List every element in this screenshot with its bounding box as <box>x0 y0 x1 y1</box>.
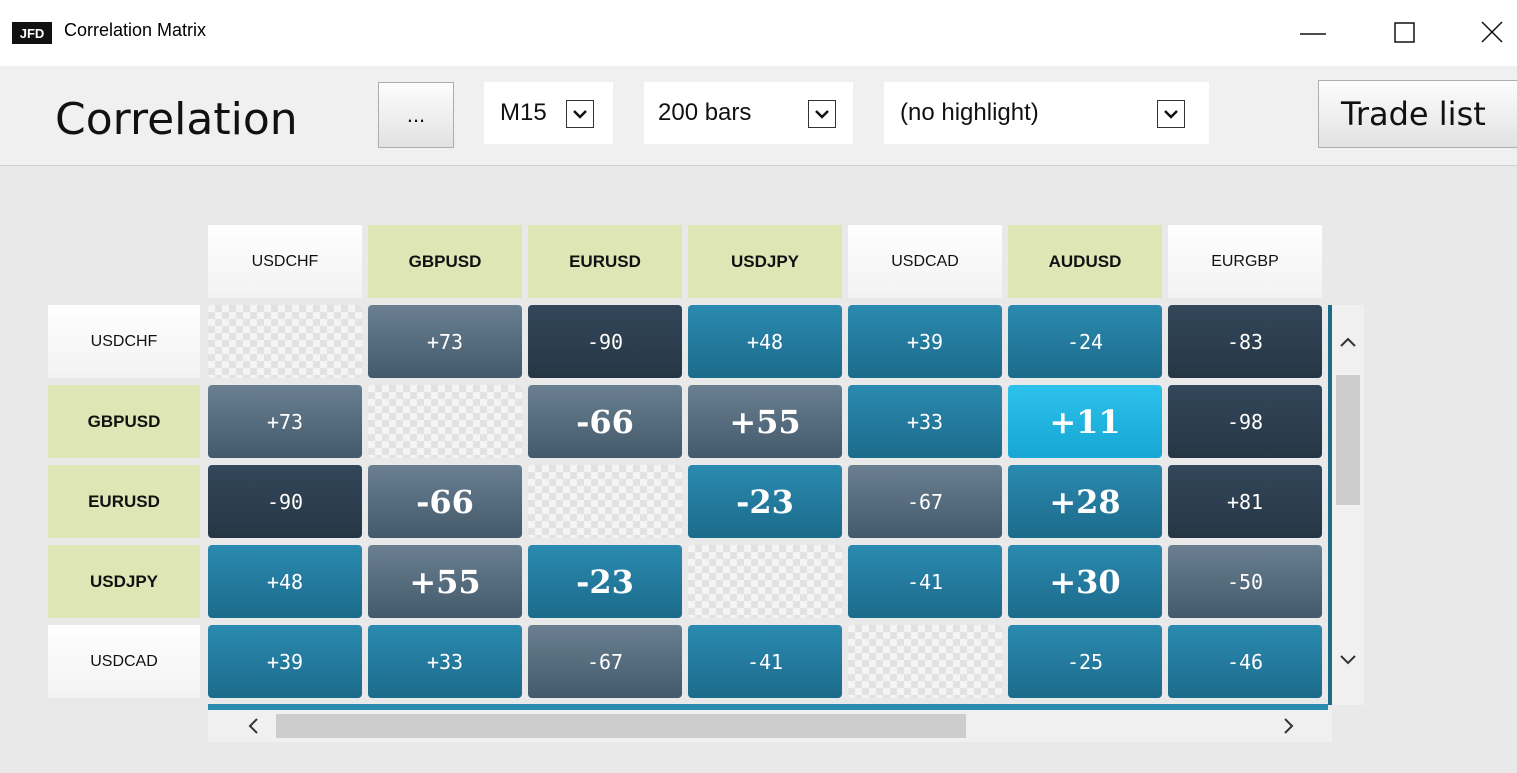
combo-arrow <box>566 100 594 128</box>
correlation-cell: -25 <box>1008 625 1162 698</box>
correlation-cell: -24 <box>1008 305 1162 378</box>
correlation-cell: -66 <box>368 465 522 538</box>
correlation-cell: -83 <box>1168 305 1322 378</box>
correlation-cell: +39 <box>848 305 1002 378</box>
correlation-cell: +55 <box>368 545 522 618</box>
maximize-button[interactable] <box>1394 22 1415 43</box>
column-header: USDCHF <box>208 225 362 298</box>
correlation-cell: +30 <box>1008 545 1162 618</box>
row-header: USDCAD <box>48 625 200 698</box>
row-header: USDJPY <box>48 545 200 618</box>
scroll-up[interactable] <box>1338 335 1358 349</box>
row-header: GBPUSD <box>48 385 200 458</box>
correlation-cell: +33 <box>848 385 1002 458</box>
scroll-right[interactable] <box>1282 716 1296 736</box>
heading: Correlation <box>55 94 298 145</box>
empty-cell <box>848 625 1002 698</box>
horizontal-scrollbar[interactable] <box>208 710 1332 742</box>
correlation-cell: -67 <box>528 625 682 698</box>
scroll-thumb[interactable] <box>1336 375 1360 505</box>
combo-text: M15 <box>500 99 547 126</box>
empty-cell <box>368 385 522 458</box>
correlation-cell: +81 <box>1168 465 1322 538</box>
bars-combo[interactable]: 200 bars <box>644 82 853 144</box>
correlation-cell: -23 <box>688 465 842 538</box>
trade-list-button[interactable]: Trade list <box>1318 80 1517 148</box>
correlation-cell: +33 <box>368 625 522 698</box>
correlation-cell: -90 <box>208 465 362 538</box>
column-header: AUDUSD <box>1008 225 1162 298</box>
column-header: EURUSD <box>528 225 682 298</box>
row-header: EURUSD <box>48 465 200 538</box>
column-header: EURGBP <box>1168 225 1322 298</box>
correlation-cell: -66 <box>528 385 682 458</box>
correlation-cell: -23 <box>528 545 682 618</box>
correlation-cell: +11 <box>1008 385 1162 458</box>
correlation-cell: +73 <box>208 385 362 458</box>
cut-column <box>1328 305 1332 705</box>
column-header: GBPUSD <box>368 225 522 298</box>
column-header: USDJPY <box>688 225 842 298</box>
empty-cell <box>688 545 842 618</box>
correlation-cell: +28 <box>1008 465 1162 538</box>
window-title: Correlation Matrix <box>64 20 207 40</box>
window-controls <box>1300 21 1503 43</box>
combo-arrow <box>1157 100 1185 128</box>
correlation-cell: +39 <box>208 625 362 698</box>
scroll-thumb[interactable] <box>276 714 966 738</box>
combo-arrow <box>808 100 836 128</box>
cut-row <box>208 704 1328 710</box>
correlation-cell: -41 <box>848 545 1002 618</box>
options-button[interactable]: ... <box>378 82 454 148</box>
empty-cell <box>528 465 682 538</box>
app-icon: JFD <box>12 22 52 44</box>
scroll-down[interactable] <box>1338 653 1358 667</box>
correlation-cell: -41 <box>688 625 842 698</box>
correlation-cell: +55 <box>688 385 842 458</box>
correlation-cell: +48 <box>208 545 362 618</box>
scroll-left[interactable] <box>246 716 260 736</box>
title-bar: JFD Correlation Matrix <box>0 0 1517 66</box>
correlation-cell: -67 <box>848 465 1002 538</box>
row-header: USDCHF <box>48 305 200 378</box>
correlation-cell: +48 <box>688 305 842 378</box>
correlation-cell: +73 <box>368 305 522 378</box>
combo-text: 200 bars <box>658 99 752 126</box>
empty-cell <box>208 305 362 378</box>
column-header: USDCAD <box>848 225 1002 298</box>
correlation-cell: -50 <box>1168 545 1322 618</box>
timeframe-combo[interactable]: M15 <box>484 82 613 144</box>
correlation-cell: -90 <box>528 305 682 378</box>
highlight-combo[interactable]: (no highlight) <box>884 82 1209 144</box>
close-button[interactable] <box>1481 21 1503 43</box>
correlation-cell: -46 <box>1168 625 1322 698</box>
correlation-cell: -98 <box>1168 385 1322 458</box>
combo-text: (no highlight) <box>900 99 1039 126</box>
vertical-scrollbar[interactable] <box>1332 305 1364 705</box>
